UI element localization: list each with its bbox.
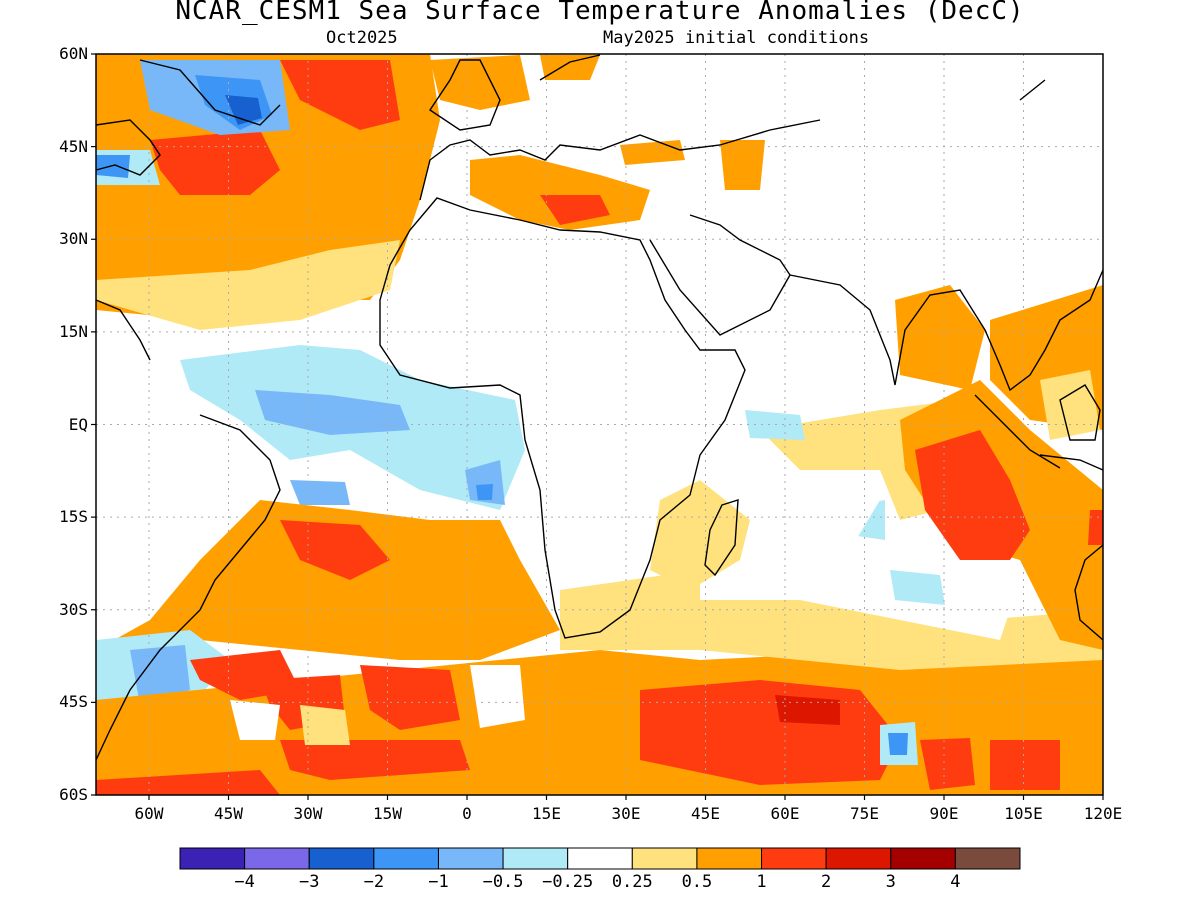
colorbar-swatch	[502, 847, 569, 870]
lat-label: 30N	[59, 229, 88, 249]
map-gridlines	[96, 54, 1103, 795]
colorbar-swatch	[631, 847, 698, 870]
lat-label: 60N	[59, 44, 88, 63]
lat-label: 45N	[59, 136, 88, 156]
lon-label: 15W	[373, 804, 402, 823]
colorbar-swatch	[437, 847, 504, 870]
initial-conditions-label: May2025 initial conditions	[603, 28, 870, 48]
colorbar-label: −3	[298, 872, 320, 892]
lat-label: 60S	[59, 785, 88, 804]
colorbar-label: −1	[428, 872, 449, 892]
colorbar-swatch	[890, 847, 956, 870]
lat-label: 45S	[59, 692, 88, 712]
colorbar-swatch	[825, 847, 892, 870]
colorbar-label: 0.25	[611, 872, 653, 892]
lon-label: 45W	[214, 804, 243, 823]
forecast-month: Oct2025	[326, 28, 398, 48]
colorbar	[179, 847, 1021, 870]
lon-label: 90E	[929, 804, 959, 823]
lon-label: 45E	[691, 804, 720, 823]
colorbar-swatch	[761, 847, 827, 870]
colorbar-swatch	[567, 847, 633, 870]
lon-label: 105E	[1004, 804, 1043, 823]
lon-label: 60W	[134, 804, 164, 823]
axis-ticks	[91, 53, 1104, 800]
colorbar-swatch	[308, 847, 375, 870]
lat-label: 15S	[59, 507, 88, 527]
lon-label: 15E	[532, 804, 561, 823]
lat-label: 30S	[59, 599, 88, 619]
colorbar-swatch	[696, 847, 763, 870]
colorbar-label: −0.5	[482, 872, 524, 892]
lon-label: 0	[462, 804, 472, 823]
lon-label: 30W	[293, 804, 323, 823]
lon-label: 120E	[1083, 804, 1123, 823]
lon-label: 75E	[850, 804, 879, 823]
colorbar-swatch	[954, 847, 1021, 870]
lat-label: EQ	[68, 414, 88, 434]
coastlines	[95, 54, 1104, 761]
map-title: NCAR_CESM1 Sea Surface Temperature Anoma…	[175, 0, 1025, 26]
colorbar-label: −0.25	[542, 872, 594, 892]
colorbar-label: −4	[234, 872, 255, 892]
colorbar-label: −2	[363, 872, 385, 892]
lon-label: 60E	[770, 804, 800, 823]
lat-label: 15N	[59, 321, 88, 341]
colorbar-label: 2	[821, 872, 832, 892]
colorbar-swatch	[244, 847, 310, 870]
colorbar-label: 3	[885, 872, 896, 892]
colorbar-label: 0.5	[681, 872, 713, 892]
colorbar-label: 4	[950, 872, 961, 892]
colorbar-label: 1	[756, 872, 767, 892]
lon-label: 30E	[611, 804, 641, 823]
colorbar-swatch	[179, 847, 246, 870]
colorbar-swatch	[373, 847, 439, 870]
